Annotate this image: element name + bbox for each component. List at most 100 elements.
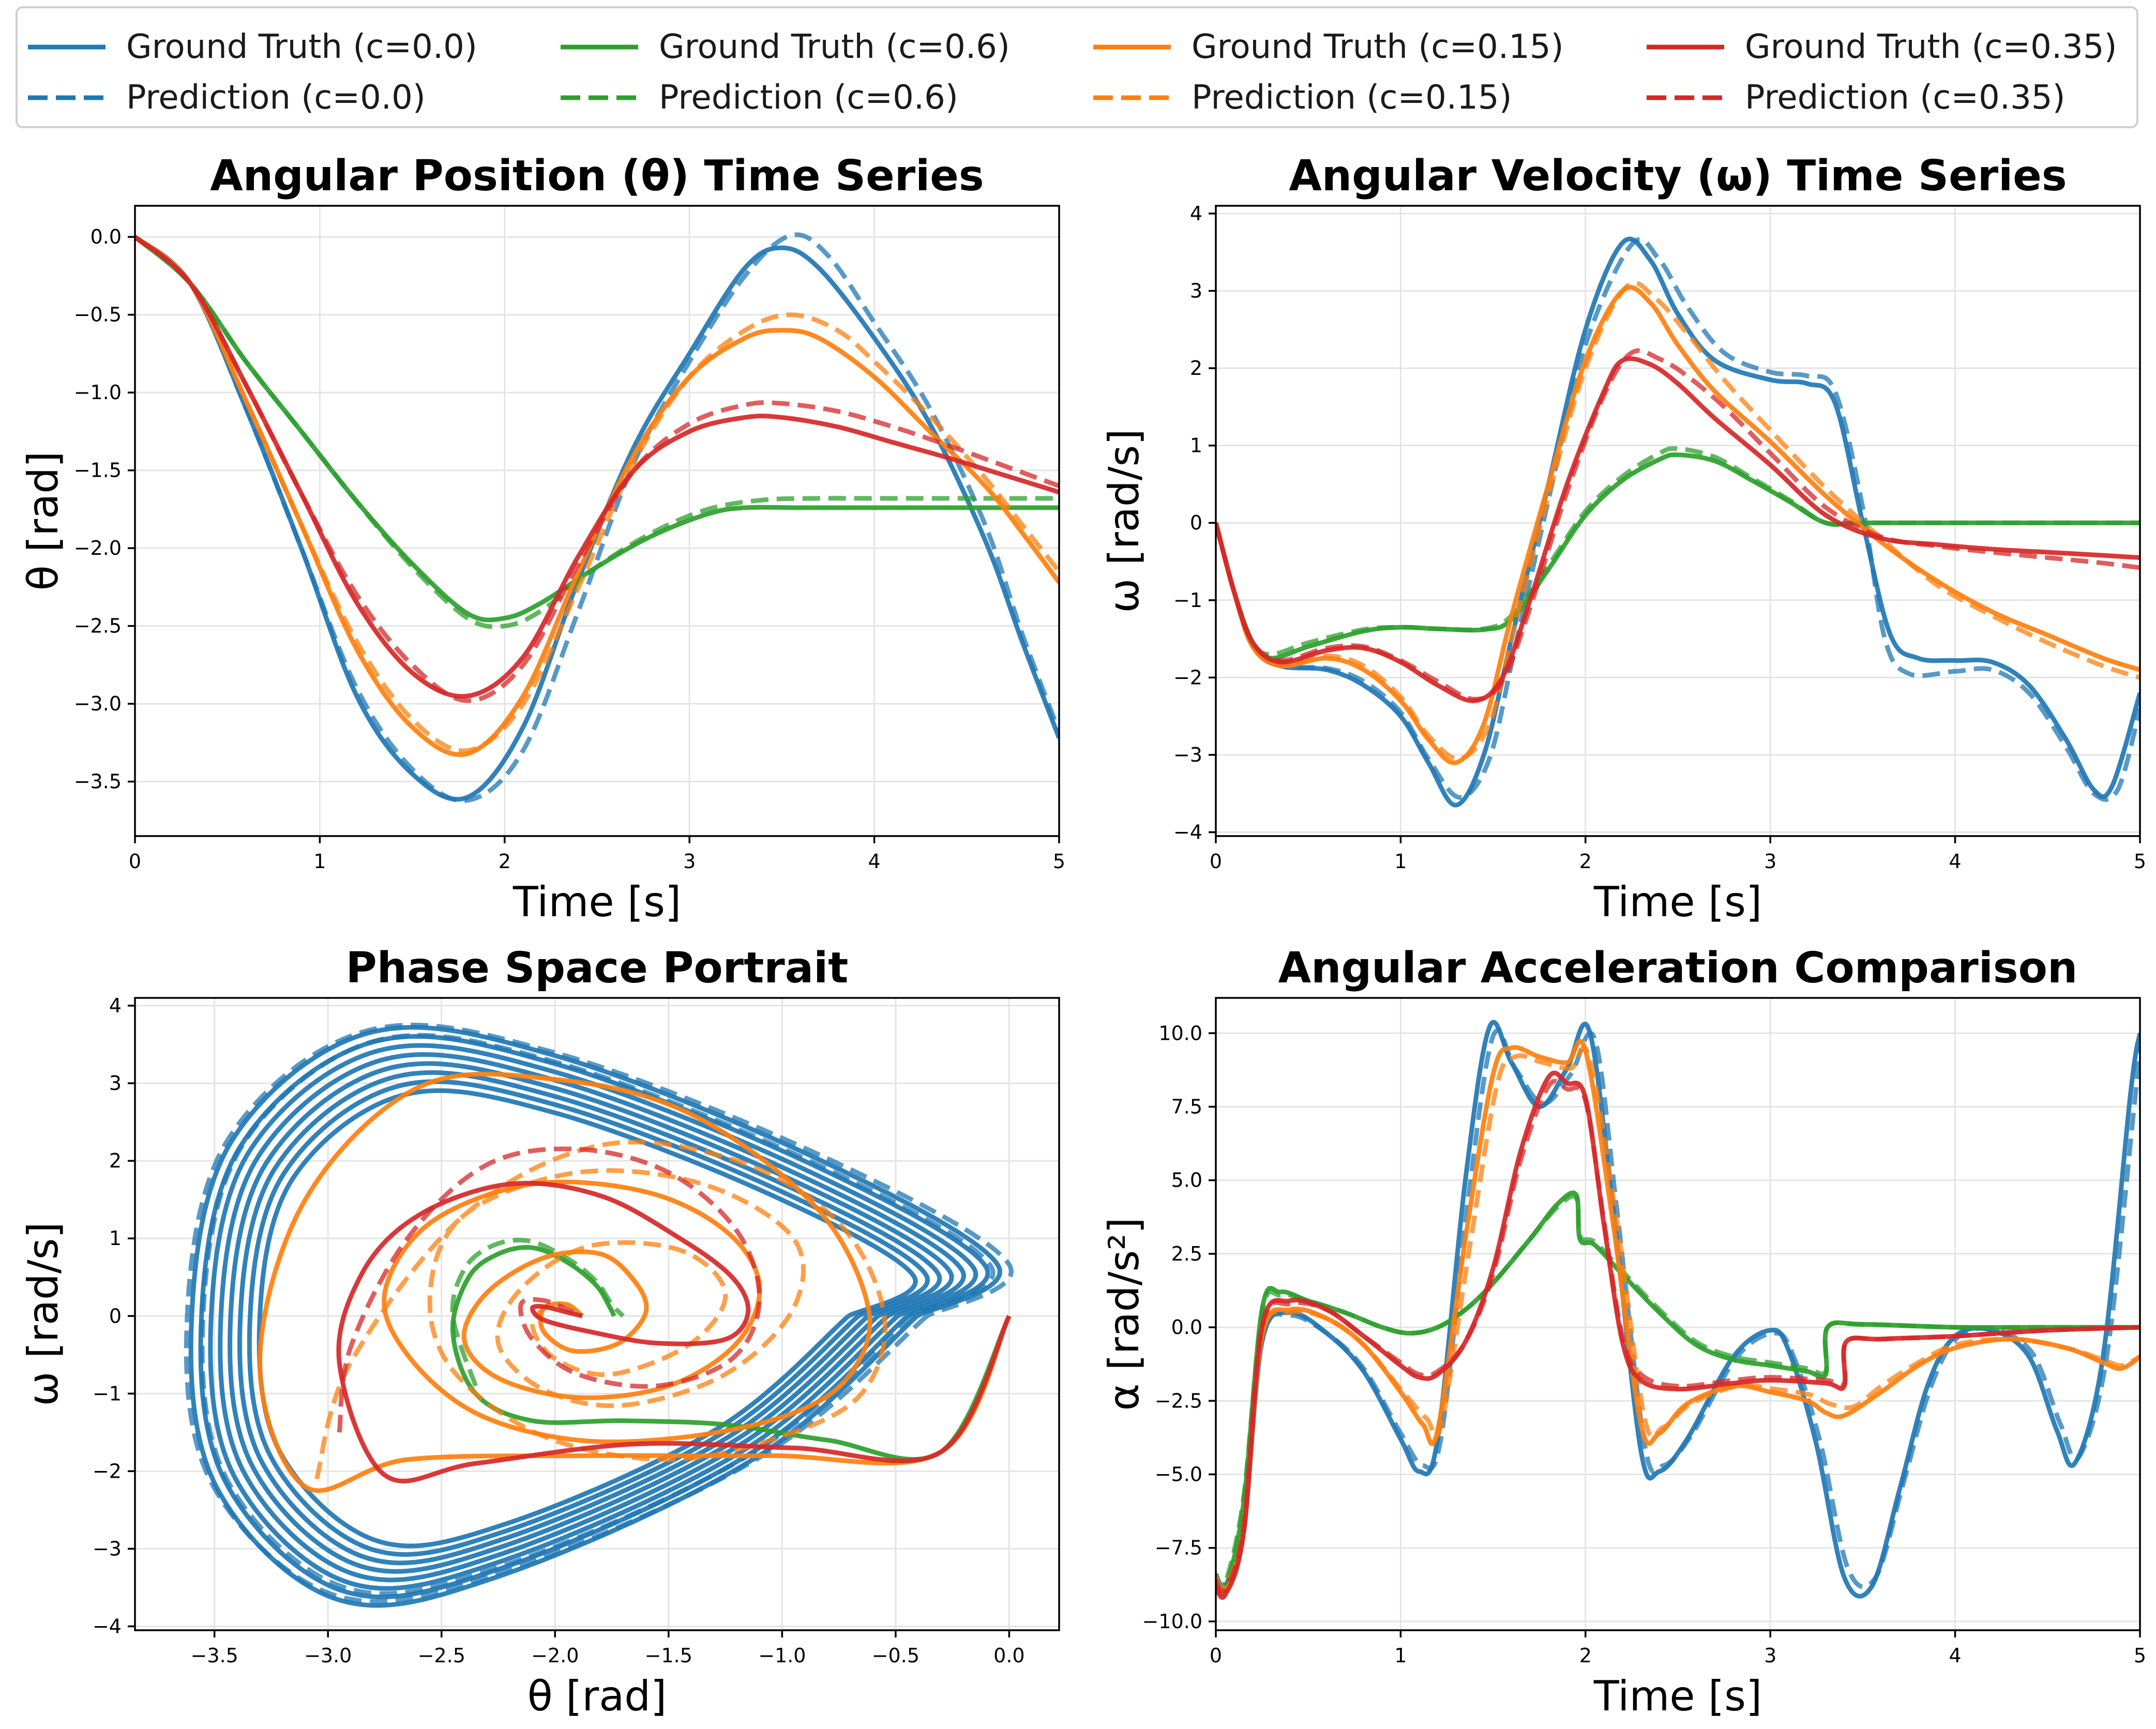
chart-title: Angular Velocity (ω) Time Series bbox=[1289, 151, 2067, 201]
series-line-prediction-c-0-15 bbox=[314, 1140, 887, 1480]
y-tick-label: −0.5 bbox=[74, 304, 122, 326]
x-tick-label: 5 bbox=[1053, 850, 1065, 873]
x-tick-label: −0.5 bbox=[872, 1644, 919, 1667]
legend-label: Ground Truth (c=0.0) bbox=[126, 28, 477, 66]
x-tick-label: −3.0 bbox=[304, 1644, 352, 1667]
x-tick-label: 0 bbox=[1210, 850, 1222, 873]
series-line-ground-truth-c-0-35 bbox=[1216, 356, 2140, 703]
chart-title: Angular Position (θ) Time Series bbox=[210, 151, 984, 201]
y-tick-label: −4 bbox=[1173, 821, 1202, 844]
chart-panel: 0 1 2 3 4 5 4 3 2 1 0 −1 −2 −3 −4 Angular Velocity (ω) … bbox=[1100, 151, 2146, 926]
legend-label: Ground Truth (c=0.35) bbox=[1745, 28, 2117, 66]
series-line-ground-truth-c-0-6 bbox=[1216, 452, 2140, 661]
series-line-prediction-c-0-0 bbox=[1216, 1028, 2140, 1589]
y-tick-label: 0.0 bbox=[91, 225, 122, 248]
x-tick-label: 3 bbox=[1764, 1644, 1776, 1667]
x-tick-label: 2 bbox=[1579, 1644, 1592, 1667]
y-axis-label: ω [rad/s] bbox=[19, 1222, 67, 1406]
y-tick-label: 3 bbox=[1190, 280, 1202, 302]
series-line-ground-truth-c-0-6 bbox=[135, 235, 1059, 623]
series-line-ground-truth-c-0-0 bbox=[1216, 1020, 2140, 1599]
x-tick-label: 3 bbox=[1764, 850, 1776, 873]
legend-swatch-dashed bbox=[561, 95, 638, 100]
plot-frame bbox=[1215, 205, 2141, 837]
series-line-ground-truth-c-0-6 bbox=[1216, 1190, 2140, 1596]
legend-entry: Ground Truth (c=0.35) bbox=[1647, 24, 2117, 70]
legend-label: Ground Truth (c=0.15) bbox=[1192, 28, 1564, 66]
x-tick-label: −1.0 bbox=[758, 1644, 806, 1667]
y-tick-label: 2 bbox=[1190, 357, 1202, 380]
y-tick-label: 2 bbox=[109, 1149, 122, 1172]
series-line-prediction-c-0-15 bbox=[1216, 1045, 2140, 1591]
y-tick-label: 5.0 bbox=[1171, 1169, 1202, 1192]
x-axis-label: Time [s] bbox=[1593, 878, 1762, 926]
y-tick-label: 4 bbox=[1190, 202, 1202, 225]
series-line-prediction-c-0-35 bbox=[337, 1146, 762, 1433]
chart-panel: 0 1 2 3 4 5 0.0 −0.5 −1.0 −1.5 −2.0 −2.5 −3.0 −3.5 Ang… bbox=[19, 151, 1065, 926]
series-line-ground-truth-c-0-0 bbox=[247, 1079, 930, 1557]
plot-frame bbox=[1215, 997, 2141, 1631]
legend-entry: Ground Truth (c=0.6) bbox=[561, 24, 1010, 70]
series-line-ground-truth-c-0-0 bbox=[228, 1061, 954, 1574]
y-tick-label: −2.5 bbox=[74, 615, 122, 638]
x-axis-label: θ [rad] bbox=[527, 1672, 667, 1720]
y-tick-label: 4 bbox=[109, 994, 122, 1017]
x-tick-label: −2.0 bbox=[531, 1644, 579, 1667]
y-tick-label: −2 bbox=[93, 1460, 122, 1482]
legend-swatch-solid bbox=[1647, 44, 1724, 50]
y-tick-label: −1 bbox=[93, 1382, 122, 1405]
legend-entry: Prediction (c=0.35) bbox=[1647, 74, 2065, 121]
x-axis-label: Time [s] bbox=[1593, 1672, 1762, 1720]
y-tick-label: −3.5 bbox=[74, 770, 122, 793]
legend-entry: Prediction (c=0.15) bbox=[1093, 74, 1512, 121]
series-line-ground-truth-c-0-0 bbox=[1216, 236, 2140, 808]
legend-swatch-solid bbox=[1093, 44, 1171, 50]
y-axis-label: θ [rad] bbox=[19, 451, 67, 591]
series-line-prediction-c-0-6 bbox=[450, 1237, 625, 1387]
plot-frame bbox=[134, 205, 1060, 837]
legend-swatch-solid bbox=[561, 44, 638, 50]
legend-swatch-dashed bbox=[28, 95, 105, 100]
y-tick-label: −2.5 bbox=[1155, 1389, 1202, 1412]
legend-label: Ground Truth (c=0.6) bbox=[659, 28, 1010, 66]
legend-swatch-dashed bbox=[1647, 95, 1724, 100]
series-line-prediction-c-0-15 bbox=[135, 235, 1059, 753]
x-tick-label: 4 bbox=[1949, 850, 1962, 873]
y-tick-label: 3 bbox=[109, 1072, 122, 1095]
legend-entry: Ground Truth (c=0.0) bbox=[28, 24, 477, 70]
series-group bbox=[184, 1022, 1014, 1608]
x-tick-label: 2 bbox=[499, 850, 511, 873]
y-tick-label: −2 bbox=[1173, 666, 1202, 689]
y-tick-label: 1 bbox=[109, 1227, 122, 1250]
series-line-ground-truth-c-0-35 bbox=[336, 1180, 1012, 1483]
series-line-prediction-c-0-0 bbox=[184, 1022, 1014, 1604]
y-tick-label: −3 bbox=[93, 1537, 122, 1560]
y-tick-label: 10.0 bbox=[1158, 1022, 1202, 1044]
legend: Ground Truth (c=0.0) Prediction (c=0.0) … bbox=[16, 6, 2138, 128]
series-line-ground-truth-c-0-0 bbox=[257, 1088, 918, 1549]
legend-label: Prediction (c=0.35) bbox=[1745, 79, 2065, 117]
series-line-ground-truth-c-0-0 bbox=[237, 1070, 942, 1566]
series-line-prediction-c-0-6 bbox=[135, 235, 1059, 629]
legend-swatch-dashed bbox=[1093, 95, 1171, 100]
x-tick-label: 1 bbox=[1394, 1644, 1407, 1667]
series-line-prediction-c-0-0 bbox=[135, 232, 1059, 803]
x-tick-label: −2.5 bbox=[418, 1644, 465, 1667]
x-tick-label: 3 bbox=[683, 850, 696, 873]
y-tick-label: −10.0 bbox=[1142, 1610, 1202, 1633]
legend-entry: Prediction (c=0.6) bbox=[561, 74, 958, 121]
y-tick-label: −5.0 bbox=[1155, 1463, 1202, 1486]
series-line-ground-truth-c-0-15 bbox=[258, 1071, 1012, 1493]
x-tick-label: 0 bbox=[129, 850, 141, 873]
x-tick-label: 5 bbox=[2134, 1644, 2146, 1667]
x-tick-label: −3.5 bbox=[191, 1644, 238, 1667]
series-line-prediction-c-0-15 bbox=[1216, 280, 2140, 762]
series-line-ground-truth-c-0-15 bbox=[1216, 285, 2140, 765]
x-tick-label: 4 bbox=[868, 850, 881, 873]
y-tick-label: 2.5 bbox=[1171, 1242, 1202, 1265]
legend-entry: Prediction (c=0.0) bbox=[28, 74, 426, 121]
chart-panel: 0 1 2 3 4 5 10.0 7.5 5.0 2.5 0.0 −2.5 −5.0 −7.5 −10.0 A… bbox=[1100, 944, 2146, 1720]
legend-label: Prediction (c=0.15) bbox=[1192, 79, 1512, 117]
y-tick-label: 0.0 bbox=[1171, 1316, 1202, 1339]
y-axis-label: ω [rad/s] bbox=[1100, 429, 1148, 613]
